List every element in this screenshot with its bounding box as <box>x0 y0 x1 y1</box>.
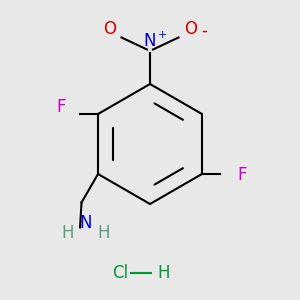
Text: F: F <box>237 167 247 184</box>
Text: N: N <box>79 214 92 232</box>
Text: H: H <box>157 264 170 282</box>
Text: F: F <box>56 98 66 116</box>
Text: N: N <box>144 32 156 50</box>
Text: H: H <box>61 224 74 242</box>
Text: +: + <box>158 30 167 40</box>
Text: -: - <box>202 22 208 40</box>
Text: Cl: Cl <box>112 264 128 282</box>
Text: O: O <box>103 20 116 38</box>
Text: H: H <box>97 224 110 242</box>
Text: O: O <box>184 20 197 38</box>
